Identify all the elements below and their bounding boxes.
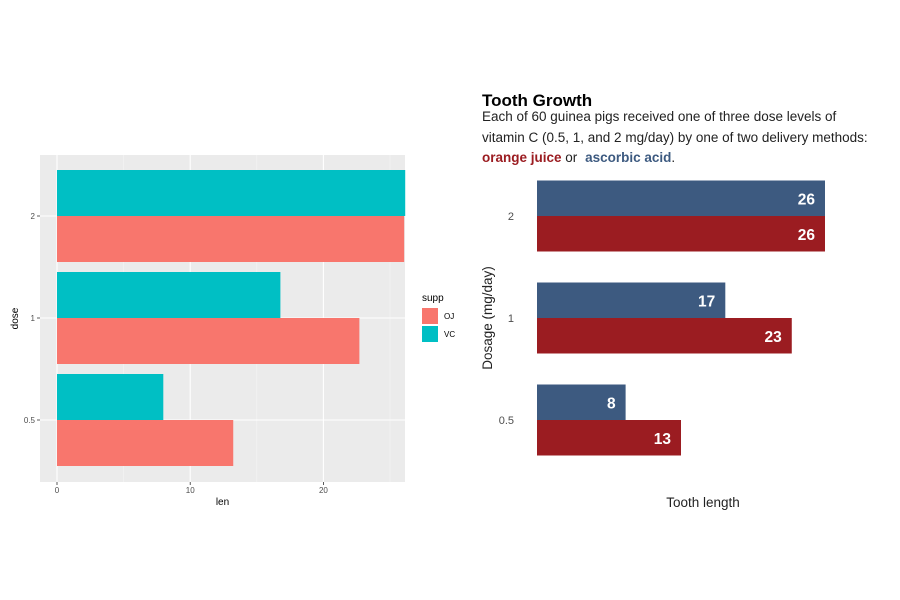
right-y-tick-label: 2 <box>508 211 514 223</box>
right-bar-ascorbic-acid <box>537 282 726 318</box>
left-x-tick-label: 0 <box>55 486 60 495</box>
legend-key-swatch <box>422 326 438 342</box>
left-bar-vc <box>57 272 281 318</box>
legend-key-label: OJ <box>444 312 454 321</box>
right-bar-label-orange-juice: 23 <box>765 329 783 346</box>
left-bar-vc <box>57 374 164 420</box>
left-bar-oj <box>57 420 234 466</box>
right-y-axis-title: Dosage (mg/day) <box>480 266 495 370</box>
left-y-axis-title: dose <box>10 307 21 329</box>
legend-title: supp <box>422 293 444 304</box>
right-bar-orange-juice <box>537 216 825 252</box>
right-bar-ascorbic-acid <box>537 384 626 420</box>
right-y-tick-label: 0.5 <box>499 415 514 427</box>
left-bar-oj <box>57 318 360 364</box>
right-bar-label-orange-juice: 13 <box>654 431 672 448</box>
left-x-tick-label: 20 <box>319 486 328 495</box>
right-y-tick-label: 1 <box>508 313 514 325</box>
left-x-tick-label: 10 <box>186 486 195 495</box>
right-chart-title: Tooth Growth <box>482 91 593 110</box>
legend-key-label: VC <box>444 330 455 339</box>
right-bar-orange-juice <box>537 318 792 354</box>
subtitle-line-2: vitamin C (0.5, 1, and 2 mg/day) by one … <box>482 130 868 145</box>
right-bar-label-ascorbic-acid: 8 <box>607 395 616 412</box>
left-y-tick-label: 0.5 <box>24 416 36 425</box>
left-x-axis-title: len <box>216 497 229 508</box>
right-bar-label-ascorbic-acid: 26 <box>798 191 816 208</box>
right-bar-label-ascorbic-acid: 17 <box>698 293 715 310</box>
legend-key-swatch <box>422 308 438 324</box>
right-bar-orange-juice <box>537 420 681 456</box>
left-y-tick-label: 1 <box>31 314 36 323</box>
right-bar-ascorbic-acid <box>537 180 825 216</box>
subtitle-vc-word: ascorbic acid <box>585 150 672 165</box>
left-bar-oj <box>57 216 405 262</box>
right-x-axis-title: Tooth length <box>666 495 740 510</box>
left-bar-vc <box>57 170 406 216</box>
right-bar-label-orange-juice: 26 <box>798 227 816 244</box>
subtitle-line-3: orange juice or ascorbic acid. <box>482 150 675 165</box>
subtitle-end: . <box>671 150 676 165</box>
subtitle-line-1: Each of 60 guinea pigs received one of t… <box>482 109 837 124</box>
left-y-tick-label: 2 <box>31 212 36 221</box>
subtitle-oj-word: orange juice <box>482 150 562 165</box>
subtitle-or-word: or <box>561 150 578 165</box>
